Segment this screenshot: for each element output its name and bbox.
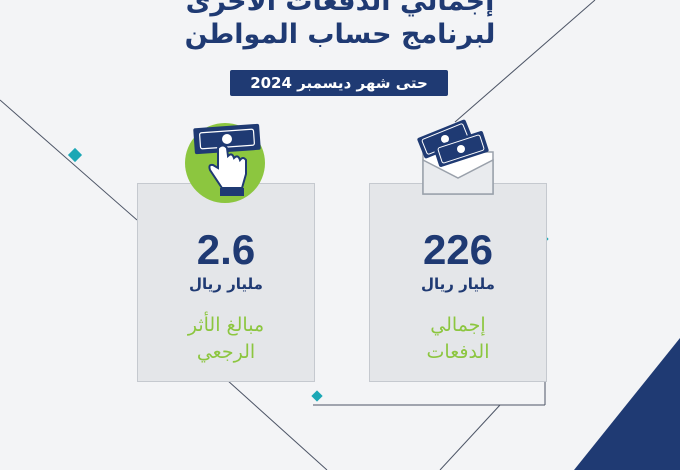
card-value: 2.6: [196, 226, 256, 273]
hand-money-icon: [185, 123, 265, 203]
page-title-line1: إجمالي الدفعات الأخرى: [185, 0, 495, 17]
teal-diamond-bottom: [311, 390, 323, 402]
navy-corner-triangle: [574, 338, 680, 470]
card-retroactive: 2.6 مليار ريال مبالغ الأثر الرجعي: [137, 183, 315, 382]
date-badge: حتى شهر ديسمبر 2024: [230, 70, 448, 96]
card-label-line1: إجمالي: [430, 314, 486, 336]
card-label-line2: الدفعات: [426, 341, 490, 363]
page-title-line2: لبرنامج حساب المواطن: [184, 19, 496, 50]
card-label-line2: الرجعي: [196, 341, 256, 363]
card-total-payments: 226 مليار ريال إجمالي الدفعات: [369, 183, 547, 382]
card-unit: مليار ريال: [421, 275, 495, 293]
card-label-line1: مبالغ الأثر: [187, 314, 265, 336]
teal-diamond-left: [67, 147, 83, 163]
envelope-money-icon: [417, 119, 494, 195]
card-unit: مليار ريال: [189, 275, 263, 293]
card-value: 226: [422, 226, 494, 273]
